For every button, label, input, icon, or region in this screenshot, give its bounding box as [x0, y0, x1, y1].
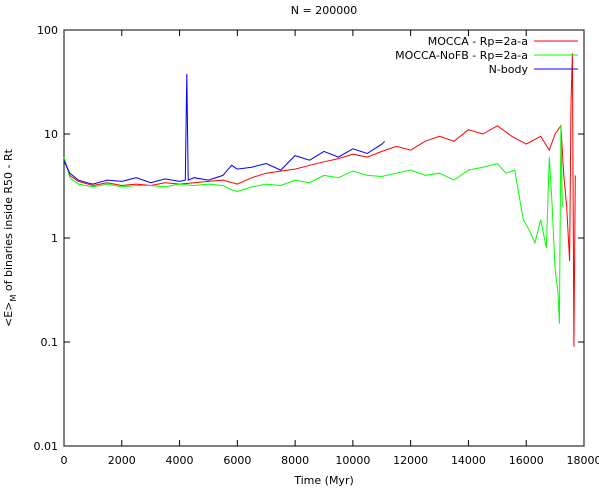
- plot-frame: [64, 30, 584, 446]
- series-line: [64, 126, 562, 324]
- legend-label: N-body: [489, 63, 529, 76]
- series-line: [64, 74, 385, 184]
- legend-label: MOCCA - Rp=2a-a: [428, 35, 528, 48]
- x-tick-label: 8000: [281, 454, 309, 467]
- x-tick-label: 2000: [108, 454, 136, 467]
- y-tick-label: 1: [51, 232, 58, 245]
- y-tick-label: 0.1: [41, 336, 59, 349]
- legend-label: MOCCA-NoFB - Rp=2a-a: [395, 49, 528, 62]
- y-label-part: of binaries inside R50 - Rt: [2, 148, 15, 294]
- y-tick-label: 0.01: [34, 440, 59, 453]
- y-axis-label: <E>M of binaries inside R50 - Rt: [2, 148, 18, 327]
- x-tick-label: 4000: [166, 454, 194, 467]
- x-tick-label: 18000: [567, 454, 599, 467]
- x-tick-label: 12000: [393, 454, 428, 467]
- x-axis-label: Time (Myr): [293, 474, 354, 487]
- x-tick-label: 10000: [335, 454, 370, 467]
- x-tick-label: 6000: [223, 454, 251, 467]
- x-tick-label: 14000: [451, 454, 486, 467]
- x-tick-label: 16000: [509, 454, 544, 467]
- chart-title: N = 200000: [291, 4, 357, 17]
- series-line: [64, 53, 575, 347]
- y-label-part: <E>: [2, 302, 15, 327]
- x-tick-label: 0: [61, 454, 68, 467]
- y-tick-label: 10: [44, 128, 58, 141]
- y-tick-label: 100: [37, 24, 58, 37]
